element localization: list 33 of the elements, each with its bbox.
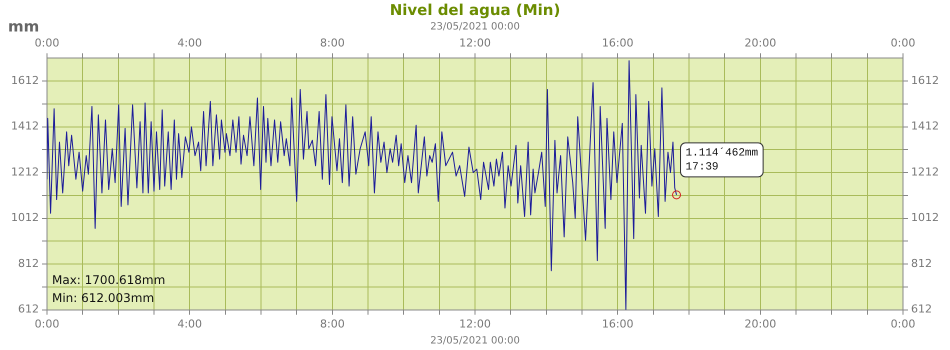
y-tick-label: 612 [18,302,39,316]
y-tick-label: 812 [18,256,39,270]
x2-tick-label: 0:00 [34,36,60,50]
x-tick-label: 4:00 [177,317,202,330]
x-tick-label: 0:00 [34,317,60,330]
annotation: Max: 1700.618mm [52,272,166,287]
y2-tick-label: 612 [911,302,932,316]
x2-tick-label: 8:00 [320,36,345,50]
y2-tick-label: 1012 [911,211,940,224]
x2-tick-label: 20:00 [744,36,776,50]
x2-tick-label: 12:00 [459,36,491,50]
y-tick-label: 1012 [10,211,39,224]
x2-axis-title: 23/05/2021 00:00 [430,22,520,33]
y-tick-label: 1612 [10,74,39,87]
x2-tick-label: 4:00 [177,36,202,50]
y2-tick-label: 1612 [911,74,940,87]
y2-tick-label: 1212 [911,165,940,178]
y-axis-title: mm [8,17,40,36]
y2-tick-label: 1412 [911,120,940,133]
x2-tick-label: 0:00 [890,36,916,50]
x-tick-label: 8:00 [320,317,345,330]
x2-tick-label: 16:00 [602,36,634,50]
x-tick-label: 0:00 [890,317,916,330]
x-axis-title: 23/05/2021 00:00 [430,336,520,347]
y-tick-label: 1412 [10,120,39,133]
y2-tick-label: 812 [911,256,932,270]
x-tick-label: 20:00 [744,317,776,330]
annotation: Min: 612.003mm [52,290,154,305]
x-tick-label: 16:00 [602,317,634,330]
chart-title: Nivel del agua (Min) [390,0,560,19]
y-tick-label: 1212 [10,165,39,178]
x-tick-label: 12:00 [459,317,491,330]
annotation: 1.114´462mm 17:39 [686,147,759,174]
